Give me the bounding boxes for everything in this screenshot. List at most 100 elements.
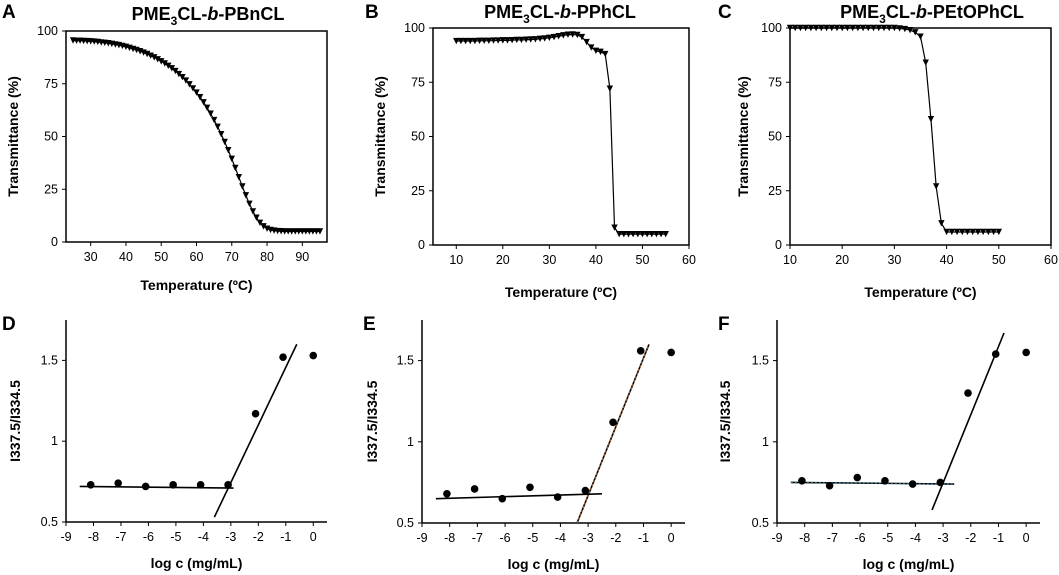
data-point (881, 476, 889, 485)
data-point (667, 348, 675, 357)
x-tick-label: -8 (88, 530, 99, 544)
data-point (309, 351, 318, 360)
data-point (802, 24, 809, 32)
data-point (553, 493, 562, 501)
x-tick-label: 40 (940, 253, 954, 267)
data-point (606, 85, 614, 92)
x-tick-label: 0 (1023, 531, 1030, 545)
data-point (256, 219, 264, 226)
data-point (797, 24, 804, 32)
y-tick-label: 0 (418, 238, 425, 252)
data-point (158, 58, 165, 65)
data-point (812, 24, 820, 32)
x-tick-label: 60 (190, 250, 204, 264)
x-tick-label: -4 (555, 531, 566, 545)
panel-D: D -9 -8 -7 -6 -5 -4 -3 -2 -1 0 0.5 1 1.5 log c (mg/mL)… (2, 314, 327, 571)
data-point (859, 24, 867, 32)
data-point (875, 24, 882, 32)
x-tick-label: 20 (496, 253, 510, 267)
data-point (583, 38, 590, 46)
panel-E: E -9 -8 -7 -6 -5 -4 -3 -2 -1 0 0.5 1 1.5 log c (mg/mL)… (363, 314, 685, 572)
panel-F: F -9 -8 -7 -6 -5 -4 -3 -2 -1 0 0.5 1 1.5 log c (mg/mL)… (717, 314, 1040, 572)
data-point (995, 228, 1002, 236)
data-point (217, 130, 225, 138)
data-point (901, 25, 909, 33)
data-point (849, 24, 856, 32)
x-tick-label: -2 (253, 530, 264, 544)
data-point (885, 24, 893, 32)
y-tick-label: 75 (44, 77, 58, 91)
y-tick-label: 1 (51, 434, 58, 448)
data-point (481, 37, 488, 45)
data-point (242, 192, 250, 199)
data-point (186, 81, 193, 88)
panel-letter: A (2, 2, 16, 23)
data-point (662, 230, 669, 238)
data-point (588, 44, 595, 51)
data-point (560, 32, 567, 39)
data-point (818, 24, 825, 32)
x-tick-label: 50 (992, 253, 1006, 267)
data-point (936, 478, 945, 487)
y-tick-label: 1.5 (41, 353, 58, 367)
y-tick-label: 50 (44, 130, 58, 144)
x-tick-label: -9 (416, 531, 427, 545)
y-tick-label: 0.5 (41, 515, 58, 529)
fit-line (435, 492, 602, 500)
data-point (239, 183, 246, 190)
y-tick-label: 0.5 (397, 516, 414, 530)
data-point (224, 481, 232, 489)
data-point (498, 494, 507, 503)
data-point (221, 138, 228, 146)
y-tick-label: 1.5 (397, 354, 414, 368)
data-point (853, 473, 862, 482)
fit-line-overlay (790, 481, 955, 485)
x-tick-label: 70 (225, 250, 239, 264)
data-point (476, 37, 483, 45)
data-point (86, 481, 95, 489)
y-axis-label: I337.5/I334.5 (7, 380, 23, 462)
plot-frame (65, 30, 328, 243)
data-point (880, 24, 888, 32)
data-point (891, 24, 898, 32)
data-point (581, 486, 590, 495)
data-point (246, 200, 253, 208)
data-point (870, 24, 877, 32)
data-point (639, 230, 646, 238)
x-tick-label: -8 (799, 531, 810, 545)
y-axis-label: Transmittance (%) (735, 76, 751, 197)
x-tick-label: 30 (542, 253, 556, 267)
data-point (175, 70, 183, 78)
fit-line (931, 332, 1005, 511)
x-tick-label: -2 (610, 531, 621, 545)
y-axis-label: Transmittance (%) (372, 76, 388, 197)
data-point (839, 24, 846, 32)
y-tick-label: 100 (761, 21, 782, 35)
x-axis-label: log c (mg/mL) (508, 556, 600, 572)
data-point (150, 54, 158, 61)
x-axis-label: Temperature (ºC) (140, 277, 252, 293)
data-point (927, 115, 935, 123)
data-point (629, 230, 637, 238)
panel-title: PME3CL-b-PPhCL (484, 2, 636, 26)
y-tick-label: 1.5 (752, 354, 769, 368)
x-tick-label: -7 (472, 531, 483, 545)
data-point (541, 35, 548, 42)
data-point (193, 89, 200, 96)
y-axis-label: I337.5/I334.5 (364, 380, 380, 462)
data-point (854, 24, 862, 32)
y-tick-label: 25 (44, 182, 58, 196)
x-tick-label: 40 (589, 253, 603, 267)
plot-frame (789, 27, 1052, 246)
data-point (513, 36, 520, 44)
data-point (964, 389, 972, 397)
data-point (611, 224, 618, 231)
data-point (532, 36, 539, 43)
data-point (620, 230, 628, 238)
data-point (485, 37, 493, 45)
data-point (578, 33, 586, 41)
x-tick-label: -5 (527, 531, 538, 545)
data-point (508, 36, 516, 44)
data-point (865, 24, 872, 32)
